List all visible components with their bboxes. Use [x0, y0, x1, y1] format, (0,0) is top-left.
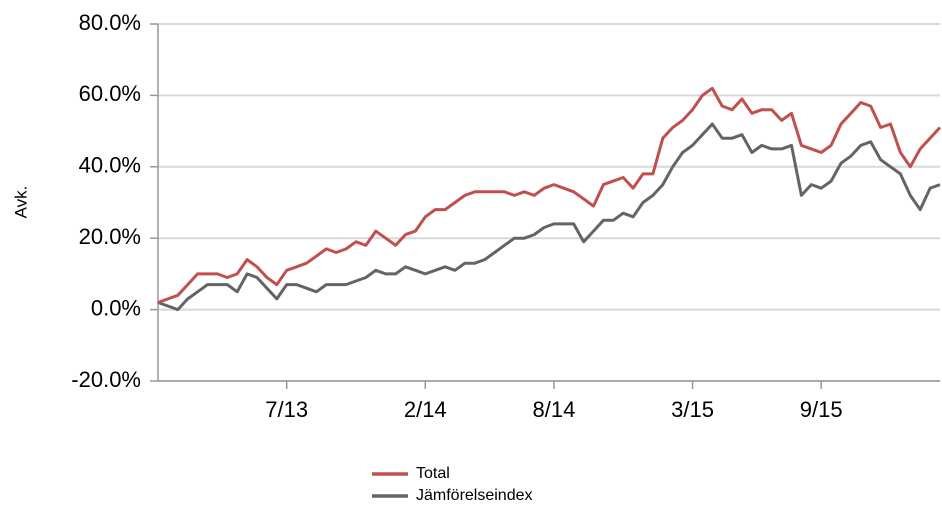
x-tick-label: 8/14 [533, 397, 576, 422]
y-axis-label: Avk. [11, 186, 30, 219]
y-tick-label: 60.0% [79, 81, 141, 106]
x-tick-label: 3/15 [671, 397, 714, 422]
y-tick-label: 80.0% [79, 10, 141, 35]
y-tick-label: 0.0% [91, 295, 141, 320]
series-line [157, 86, 942, 304]
x-tick-label: 7/13 [265, 397, 308, 422]
legend-label: Jämförelseindex [416, 487, 533, 504]
y-tick-label: 40.0% [79, 153, 141, 178]
y-tick-label: 20.0% [79, 224, 141, 249]
x-tick-label: 2/14 [404, 397, 447, 422]
y-tick-label: -20.0% [71, 367, 141, 392]
x-tick-label: 9/15 [800, 397, 843, 422]
legend-label: Total [416, 465, 450, 482]
series-line [157, 122, 941, 312]
